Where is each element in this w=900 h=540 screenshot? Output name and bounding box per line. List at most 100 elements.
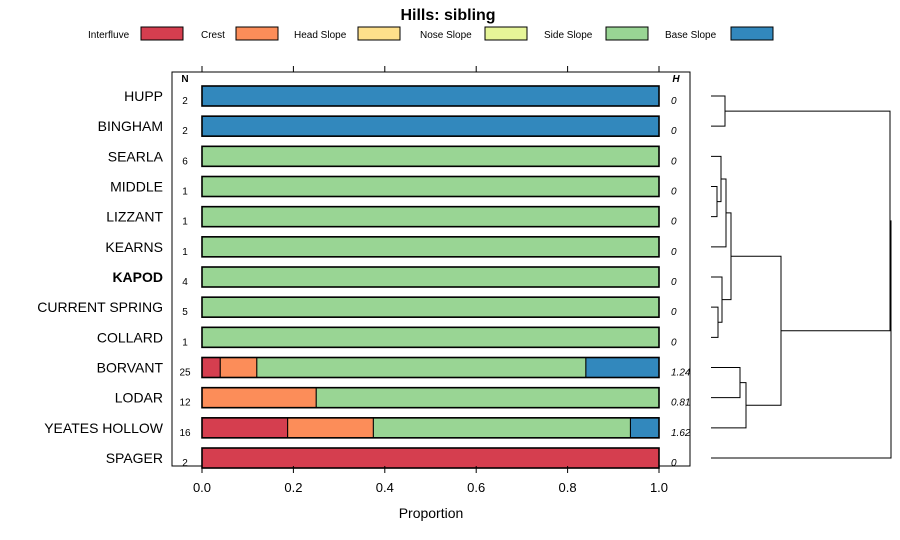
bar-outline [201, 85, 660, 107]
bar-segment-base-slope [585, 357, 660, 379]
bar-segment-crest [201, 387, 317, 409]
x-tick-label: 0.4 [376, 480, 394, 495]
bar-outline [201, 417, 660, 439]
dendrogram-branch [711, 306, 719, 338]
dendrogram-branch [725, 110, 891, 332]
count-label: 16 [179, 428, 191, 439]
legend-label-base-slope: Base Slope [665, 30, 717, 41]
bar-outline [201, 145, 660, 168]
legend-swatch-crest [235, 26, 279, 41]
count-label: 1 [182, 217, 188, 228]
count-label: 2 [182, 458, 188, 469]
dendrogram-branch [731, 255, 782, 406]
category-label: KEARNS [105, 239, 163, 255]
category-label: CURRENT SPRING [37, 299, 163, 315]
bar-segment-side-slope [201, 176, 660, 198]
category-label: COLLARD [97, 329, 163, 345]
bar-segment-side-slope [315, 387, 660, 409]
count-label: 2 [182, 126, 188, 137]
x-axis: 0.0 0.2 0.4 0.6 0.8 1.0 [193, 66, 668, 495]
bar-segment-interfluve [201, 417, 289, 439]
count-label: 1 [182, 187, 188, 198]
bar-segment-side-slope [256, 357, 587, 379]
bar-outline [201, 386, 660, 409]
bar-outline [201, 296, 660, 318]
x-tick-label: 0.0 [193, 480, 211, 495]
count-header: N [181, 74, 188, 85]
category-label: SEARLA [108, 148, 164, 164]
x-axis-label: Proportion [399, 505, 464, 521]
x-tick-label: 0.2 [284, 480, 302, 495]
bar-segment-base-slope [201, 85, 660, 107]
bar-outline [201, 266, 660, 288]
bar-rows: HUPP 2 0 BINGHAM 2 0 SEARLA 6 0 MIDDLE 1 0 LIZZANT 1 0… [37, 85, 691, 469]
entropy-label: 0 [671, 187, 677, 198]
legend: Interfluve Crest Head Slope Nose Slope Side … [88, 26, 774, 41]
chart-title: Hills: sibling [400, 7, 495, 24]
dendrogram-branch [711, 186, 718, 218]
bar-outline [201, 205, 660, 228]
bar-segment-crest [287, 417, 374, 439]
category-label: KAPOD [112, 269, 163, 285]
bar-outline [201, 115, 660, 137]
bar-segment-base-slope [629, 417, 660, 439]
legend-swatch-interfluve [140, 26, 184, 41]
bar-segment-crest [219, 357, 258, 379]
category-label: SPAGER [106, 450, 163, 466]
dendrogram-branch [711, 382, 747, 429]
bar-outline [201, 356, 660, 379]
entropy-label: 0 [671, 458, 677, 469]
count-label: 6 [182, 156, 188, 167]
x-tick-label: 0.8 [559, 480, 577, 495]
bar-segment-side-slope [201, 206, 660, 228]
legend-swatch-base-slope [730, 26, 774, 41]
category-label: HUPP [124, 88, 163, 104]
bar-segment-side-slope [201, 266, 660, 288]
legend-swatch-nose-slope [484, 26, 528, 41]
bar-segment-side-slope [201, 145, 660, 167]
entropy-label: 0 [671, 337, 677, 348]
category-label: YEATES HOLLOW [44, 420, 164, 436]
legend-swatch-head-slope [357, 26, 401, 41]
entropy-header: H [672, 74, 680, 85]
category-label: LODAR [115, 390, 163, 406]
entropy-label: 0 [671, 247, 677, 258]
count-label: 5 [182, 307, 188, 318]
entropy-label: 0 [671, 217, 677, 228]
category-label: LIZZANT [106, 209, 163, 225]
legend-label-crest: Crest [201, 30, 225, 41]
x-tick-label: 0.6 [467, 480, 485, 495]
legend-label-nose-slope: Nose Slope [420, 30, 472, 41]
bar-segment-interfluve [201, 447, 660, 469]
count-label: 4 [182, 277, 188, 288]
entropy-label: 0.81 [671, 398, 690, 409]
entropy-label: 0 [671, 307, 677, 318]
entropy-label: 1.62 [671, 428, 691, 439]
bar-segment-side-slope [201, 296, 660, 318]
entropy-label: 0 [671, 126, 677, 137]
bar-segment-interfluve [201, 357, 221, 379]
entropy-label: 1.24 [671, 368, 691, 379]
category-label: BINGHAM [98, 118, 163, 134]
entropy-label: 0 [671, 277, 677, 288]
dendrogram [711, 95, 892, 459]
bar-segment-side-slope [201, 326, 660, 348]
bar-outline [201, 175, 660, 198]
x-tick-label: 1.0 [650, 480, 668, 495]
bar-outline [201, 236, 660, 258]
bar-outline [201, 326, 660, 349]
category-label: BORVANT [97, 360, 164, 376]
dendrogram-branch [711, 220, 892, 459]
legend-swatch-side-slope [605, 26, 649, 41]
count-label: 2 [182, 96, 188, 107]
legend-label-head-slope: Head Slope [294, 30, 347, 41]
count-label: 1 [182, 247, 188, 258]
dendrogram-branch [711, 276, 723, 323]
dendrogram-branch [711, 95, 726, 127]
dendrogram-branch [711, 367, 741, 399]
entropy-label: 0 [671, 156, 677, 167]
count-label: 25 [179, 368, 191, 379]
count-label: 12 [179, 398, 191, 409]
category-label: MIDDLE [110, 179, 163, 195]
